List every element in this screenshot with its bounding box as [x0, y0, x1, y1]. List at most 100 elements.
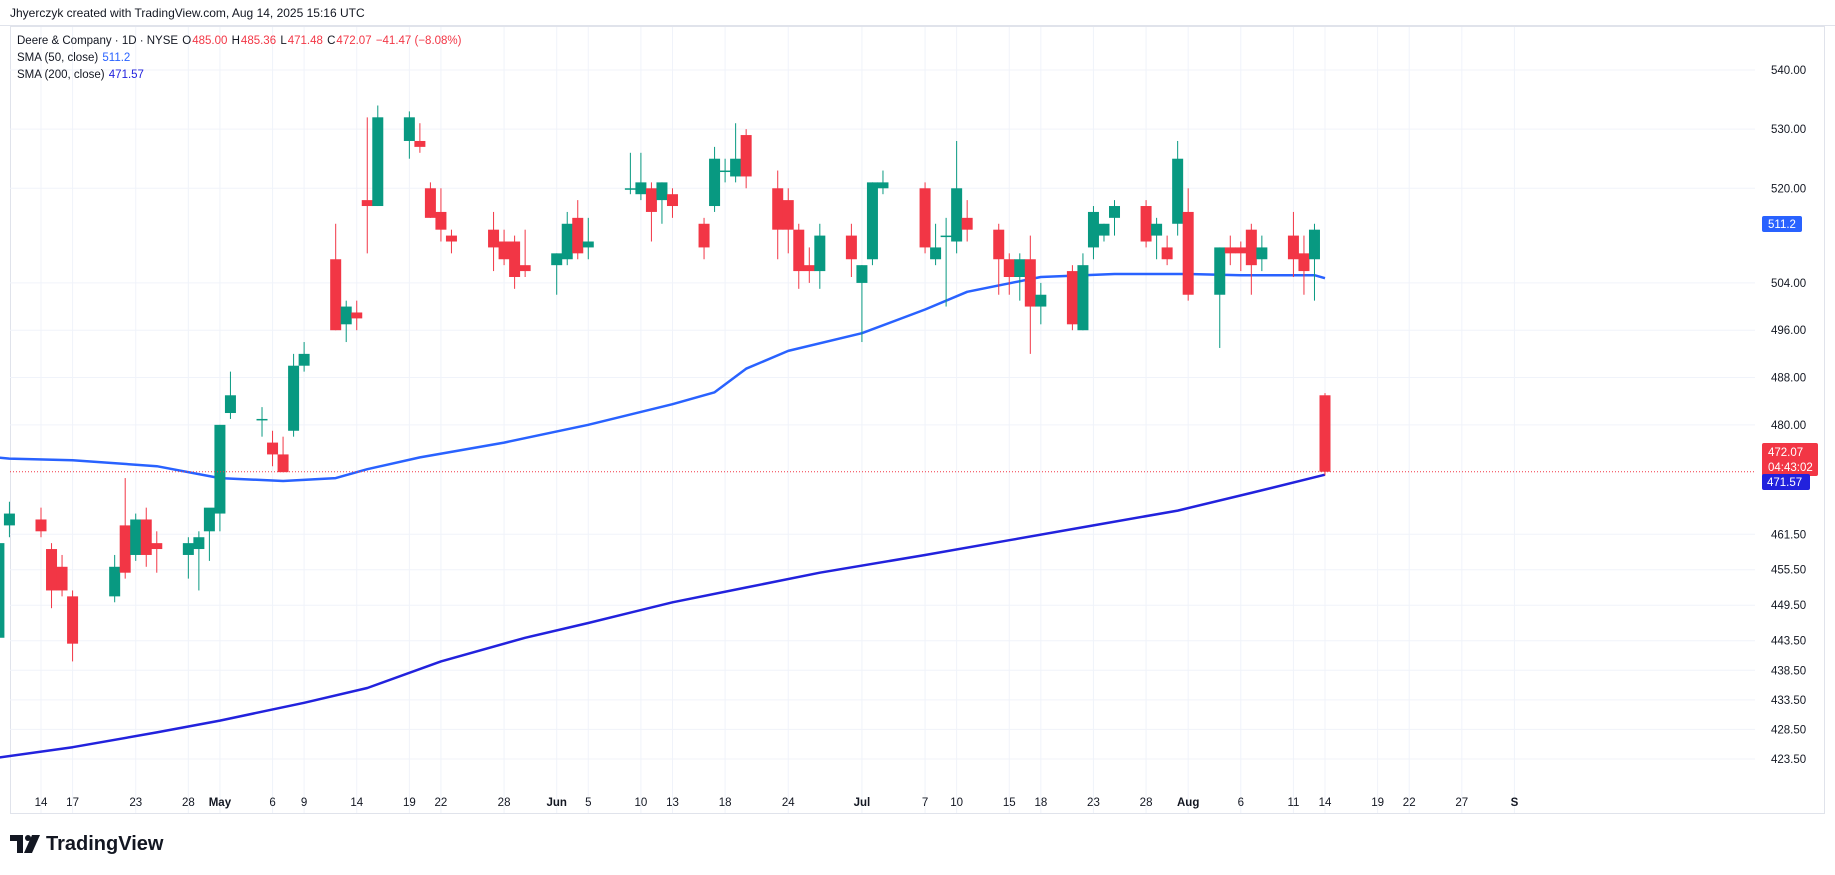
- candle-body[interactable]: [340, 306, 352, 325]
- candle-body[interactable]: [1182, 211, 1194, 295]
- candle-body[interactable]: [256, 418, 268, 421]
- candle-body[interactable]: [782, 200, 794, 230]
- candle-body[interactable]: [267, 442, 279, 455]
- candle-body[interactable]: [940, 235, 952, 238]
- candle-body[interactable]: [1035, 294, 1047, 307]
- candle-body[interactable]: [46, 549, 58, 591]
- price-axis[interactable]: 540.00 530.00 520.00 504.00 496.00 488.00 480.…: [1771, 65, 1806, 766]
- candle-body[interactable]: [1235, 247, 1247, 254]
- candle-body[interactable]: [666, 194, 678, 207]
- candle-body[interactable]: [919, 188, 931, 248]
- y-tick-label: 530.00: [1771, 124, 1806, 136]
- tradingview-brand[interactable]: TradingView: [46, 833, 164, 855]
- legend-sma200[interactable]: SMA (200, close) 471.57: [17, 69, 145, 81]
- candle-body[interactable]: [561, 223, 573, 260]
- candle-body[interactable]: [993, 229, 1005, 260]
- candle-body[interactable]: [1319, 395, 1331, 472]
- candle-body[interactable]: [0, 543, 5, 638]
- candle-body[interactable]: [1151, 223, 1163, 236]
- tradingview-logo-icon[interactable]: [10, 833, 44, 855]
- candle-body[interactable]: [403, 117, 415, 141]
- candle-body[interactable]: [372, 117, 384, 207]
- candle-body[interactable]: [3, 513, 15, 526]
- candle-body[interactable]: [877, 182, 889, 189]
- candle-body[interactable]: [1109, 206, 1121, 218]
- candle-body[interactable]: [961, 217, 973, 230]
- candle-body[interactable]: [719, 170, 731, 173]
- candle-body[interactable]: [656, 182, 668, 201]
- legend-sma50[interactable]: SMA (50, close) 511.2: [17, 52, 131, 64]
- candle-body[interactable]: [1214, 247, 1226, 295]
- candle-body[interactable]: [435, 211, 447, 230]
- candle-body[interactable]: [445, 235, 457, 242]
- candle-body[interactable]: [845, 235, 857, 260]
- candle-body[interactable]: [288, 365, 300, 431]
- candle-body[interactable]: [1308, 229, 1320, 260]
- candle-body[interactable]: [1172, 158, 1184, 224]
- candle-body[interactable]: [1003, 259, 1015, 277]
- candle-body[interactable]: [1077, 265, 1089, 331]
- candle-body[interactable]: [151, 543, 163, 550]
- candle-body[interactable]: [298, 353, 310, 366]
- candle-body[interactable]: [519, 265, 531, 272]
- candle-body[interactable]: [1287, 235, 1299, 260]
- candle-body[interactable]: [856, 265, 868, 283]
- candle-body[interactable]: [951, 188, 963, 242]
- x-tick-label: 15: [1003, 797, 1016, 809]
- legend-symbol[interactable]: Deere & Company · 1D · NYSE: [17, 35, 179, 47]
- candle-body[interactable]: [351, 312, 363, 319]
- candle-body[interactable]: [361, 200, 373, 207]
- candle-body[interactable]: [582, 241, 594, 248]
- candle-body[interactable]: [740, 135, 752, 177]
- candle-body[interactable]: [119, 525, 131, 573]
- candle-body[interactable]: [1024, 259, 1036, 307]
- candle-body[interactable]: [1066, 271, 1078, 325]
- candle-body[interactable]: [551, 253, 563, 266]
- candle-body[interactable]: [730, 158, 742, 177]
- candle-body[interactable]: [56, 566, 68, 591]
- candle-body[interactable]: [1140, 206, 1152, 242]
- candle-body[interactable]: [1161, 247, 1173, 260]
- candle-body[interactable]: [1224, 247, 1236, 254]
- candle-body[interactable]: [772, 188, 784, 230]
- candle-body[interactable]: [793, 229, 805, 272]
- sma-200-layer: [0, 473, 1326, 759]
- candle-body[interactable]: [814, 235, 826, 272]
- candle-body[interactable]: [193, 537, 205, 550]
- candle-body[interactable]: [645, 188, 657, 212]
- candle-body[interactable]: [930, 247, 942, 260]
- candle-body[interactable]: [698, 223, 710, 248]
- candle-body[interactable]: [67, 596, 79, 644]
- x-tick-label: 22: [435, 797, 448, 809]
- time-axis[interactable]: 14 17 23 28 May 6 9 14 19 22 28 Jun 5 10 13 18 24 Jul 7 10 1…: [35, 797, 1519, 809]
- candle-body[interactable]: [182, 543, 194, 555]
- candle-body[interactable]: [803, 265, 815, 272]
- candle-body[interactable]: [35, 519, 47, 532]
- candle-body[interactable]: [572, 217, 584, 254]
- candle-body[interactable]: [509, 241, 521, 277]
- candle-body[interactable]: [330, 259, 342, 331]
- candle-body[interactable]: [203, 507, 215, 532]
- candle-body[interactable]: [1098, 223, 1110, 236]
- candle-body[interactable]: [1298, 253, 1310, 272]
- candle-body[interactable]: [109, 566, 121, 597]
- candle-body[interactable]: [130, 519, 142, 555]
- chart-pane[interactable]: [10, 26, 1825, 814]
- candle-body[interactable]: [624, 188, 636, 190]
- candle-body[interactable]: [1256, 247, 1268, 260]
- candle-body[interactable]: [414, 140, 426, 147]
- candle-body[interactable]: [214, 424, 226, 514]
- candle-body[interactable]: [140, 519, 152, 555]
- candle-body[interactable]: [224, 395, 236, 414]
- candle-body[interactable]: [1245, 229, 1257, 266]
- candle-body[interactable]: [424, 188, 436, 218]
- candle-body[interactable]: [866, 182, 878, 260]
- candle-body[interactable]: [635, 182, 647, 195]
- candle-body[interactable]: [498, 241, 510, 260]
- candle-body[interactable]: [709, 158, 721, 207]
- candle-body[interactable]: [277, 454, 289, 473]
- candle-body[interactable]: [488, 229, 500, 248]
- candle-body[interactable]: [1014, 259, 1026, 277]
- candle-body[interactable]: [1087, 211, 1099, 248]
